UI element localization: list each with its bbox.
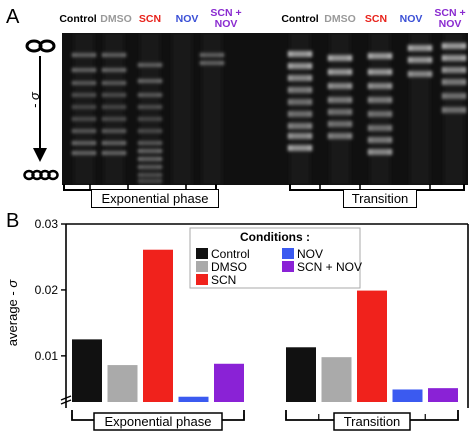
legend-box [189, 227, 361, 289]
lane-label-dmso: DMSO [324, 13, 356, 25]
axis-break-marker [60, 395, 72, 405]
y-tick-label: 0.01 [35, 349, 59, 363]
lane-label-scn: SCN [138, 13, 162, 25]
x-category-label: Exponential phase [105, 414, 212, 429]
bar-scn-exponential [143, 249, 173, 402]
chart-axes: 0.01 0.02 0.03 average - σ [5, 217, 469, 408]
lane-label-nov: NOV [175, 13, 199, 25]
bar-chart: 0.01 0.02 0.03 average - σ Conditions : Cont… [5, 217, 469, 431]
bar-scn-nov-transition [428, 388, 458, 402]
lane-label-control: Control [281, 13, 319, 25]
group-label-box [333, 412, 411, 431]
y-tick-label: 0.02 [35, 283, 59, 297]
bar-control-exponential [72, 339, 102, 402]
legend-swatch [196, 248, 208, 259]
supercoiled-dna-icon [23, 169, 59, 181]
bar-dmso-transition [321, 357, 352, 402]
lane-labels-left: Control DMSO SCN NOV SCN + NOV [58, 8, 241, 34]
bar-nov-transition [392, 389, 423, 402]
lane-label-nov: NOV [399, 13, 423, 25]
bar-control-transition [286, 347, 316, 402]
lane-label-control: Control [59, 13, 97, 25]
relaxed-circle-icon [25, 39, 56, 53]
legend-swatch [196, 261, 208, 272]
legend-label: DMSO [211, 260, 247, 274]
panel-a-letter: A [6, 6, 20, 28]
lane-label-dmso: DMSO [100, 13, 132, 25]
bar-nov-exponential [178, 396, 209, 402]
legend-title: Conditions : [240, 230, 310, 244]
bar-dmso-exponential [107, 365, 138, 402]
legend-swatch [282, 248, 294, 259]
chart-group-brackets: Exponential phase Transition [71, 410, 459, 431]
gel-image [62, 33, 468, 185]
lane-label-scn-nov: SCN + NOV [210, 7, 242, 30]
panel-b-letter: B [6, 210, 20, 232]
group-label-exponential-a: Exponential phase [91, 189, 219, 208]
lane-labels-right: Control DMSO SCN NOV SCN + NOV [280, 7, 470, 34]
x-category-label: Transition [344, 414, 401, 429]
legend-label: NOV [297, 247, 323, 261]
group-label-transition-a: Transition [343, 189, 417, 208]
arrowhead-icon [33, 148, 47, 162]
bar-scn-transition [357, 290, 387, 402]
bar-scn-nov-exponential [214, 363, 244, 402]
legend-label: SCN [211, 273, 236, 287]
lane-label-scn-nov: SCN + NOV [434, 7, 466, 30]
supercoiling-arrow [23, 39, 59, 181]
sigma-label: - σ [27, 92, 42, 108]
legend-label: SCN + NOV [297, 260, 362, 274]
y-tick-label: 0.03 [35, 217, 59, 231]
legend-swatch [282, 261, 294, 272]
legend-label: Control [211, 247, 250, 261]
chart-bars [72, 249, 458, 402]
legend-swatch [196, 274, 208, 285]
y-axis-label: average - σ [5, 279, 20, 347]
lane-label-scn: SCN [364, 13, 388, 25]
group-label-box [93, 412, 223, 431]
